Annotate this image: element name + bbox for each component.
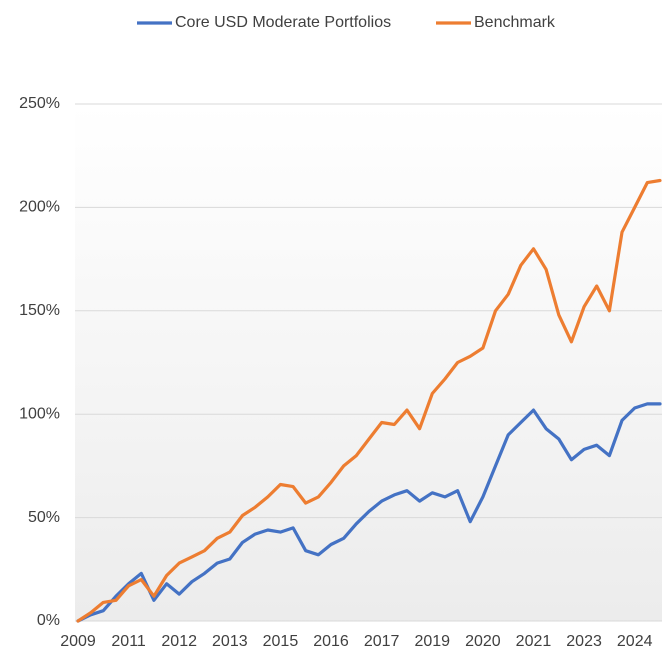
- legend: Core USD Moderate Portfolios Benchmark: [137, 14, 556, 31]
- y-tick-label: 50%: [28, 509, 60, 526]
- x-tick-label: 2013: [212, 633, 248, 650]
- x-tick-label: 2016: [313, 633, 349, 650]
- x-tick-label: 2021: [516, 633, 552, 650]
- y-tick-label: 0%: [37, 612, 60, 629]
- series-line: [76, 402, 662, 623]
- plot-background: [75, 104, 662, 621]
- legend-label: Core USD Moderate Portfolios: [175, 14, 391, 31]
- x-tick-label: 2009: [60, 633, 96, 650]
- x-tick-label: 2011: [111, 633, 146, 650]
- y-tick-label: 150%: [19, 302, 60, 319]
- y-tick-label: 200%: [19, 199, 60, 216]
- x-tick-label: 2023: [566, 633, 602, 650]
- y-tick-label: 100%: [19, 405, 60, 422]
- x-tick-label: 2017: [364, 633, 400, 650]
- x-tick-label: 2015: [263, 633, 299, 650]
- y-tick-label: 250%: [19, 95, 60, 112]
- x-tick-label: 2020: [465, 633, 501, 650]
- legend-label: Benchmark: [474, 14, 556, 31]
- x-tick-label: 2012: [161, 633, 197, 650]
- x-tick-label: 2019: [414, 633, 450, 650]
- series-line: [76, 178, 662, 623]
- x-tick-label: 2024: [617, 633, 653, 650]
